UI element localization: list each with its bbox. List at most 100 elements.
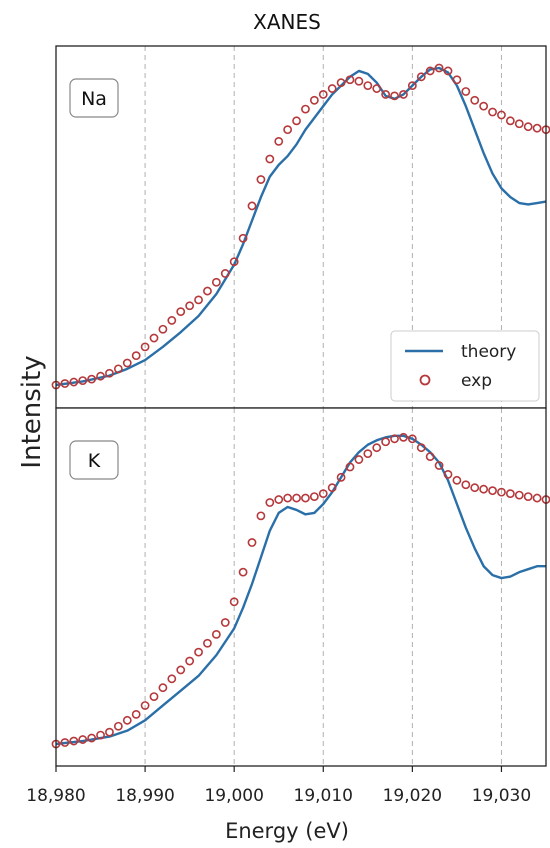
x-axis-label: Energy (eV): [225, 819, 349, 843]
exp-point: [327, 483, 337, 493]
exp-point: [452, 75, 462, 85]
exp-point: [470, 483, 480, 493]
exp-point: [309, 492, 319, 501]
exp-point: [523, 122, 533, 132]
exp-point: [122, 715, 132, 725]
exp-point: [301, 104, 310, 114]
exp-point: [78, 376, 88, 385]
exp-point: [372, 443, 382, 453]
exp-point: [292, 493, 301, 503]
exp-point: [265, 154, 275, 164]
panel-tag-label: K: [88, 450, 101, 472]
exp-point: [497, 487, 506, 497]
exp-point: [514, 119, 524, 129]
exp-point: [354, 76, 364, 86]
exp-point: [505, 489, 515, 499]
exp-point: [470, 95, 480, 105]
x-tick-label: 18,990: [115, 786, 174, 806]
exp-point: [336, 472, 346, 482]
x-axis-ticks: 18,980 18,990 19,000 19,010 19,020 19,030: [26, 766, 531, 806]
legend-theory-label: theory: [461, 342, 516, 362]
exp-point: [274, 136, 284, 146]
exp-point: [140, 701, 150, 710]
exp-point: [96, 371, 105, 381]
exp-point: [176, 665, 186, 675]
exp-point: [131, 351, 141, 361]
exp-point: [309, 95, 319, 105]
y-axis-label: Intensity: [17, 355, 47, 468]
exp-point: [363, 81, 373, 91]
plot-panels: Na K: [51, 45, 550, 767]
chart-title: XANES: [253, 10, 321, 34]
exp-point: [434, 461, 444, 470]
exp-point: [211, 277, 221, 287]
exp-point: [336, 78, 346, 88]
exp-point: [96, 730, 105, 740]
legend-exp-marker: [419, 374, 431, 386]
exp-point: [505, 116, 515, 126]
exp-point: [87, 374, 97, 384]
exp-point: [149, 692, 159, 701]
exp-point: [158, 324, 168, 334]
exp-point: [265, 498, 275, 507]
exp-point: [203, 286, 212, 296]
exp-point: [452, 475, 462, 485]
exp-point: [390, 91, 399, 101]
exp-point: [399, 432, 408, 442]
exp-point: [211, 629, 221, 639]
exp-point: [113, 364, 123, 374]
x-tick-label: 19,020: [383, 786, 442, 806]
exp-point: [461, 87, 471, 96]
panel-na: Na: [51, 45, 550, 409]
exp-point: [167, 674, 177, 684]
x-tick-label: 19,000: [204, 786, 263, 806]
exp-point: [105, 727, 114, 737]
exp-point: [461, 480, 471, 490]
exp-point: [220, 618, 230, 627]
exp-point: [140, 342, 150, 352]
exp-point: [69, 736, 79, 746]
exp-point: [354, 455, 364, 464]
exp-point: [514, 490, 524, 500]
exp-point: [425, 66, 435, 76]
exp-point: [247, 538, 257, 547]
exp-point: [497, 110, 506, 120]
exp-point: [247, 201, 257, 211]
exp-point: [416, 72, 426, 82]
exp-point: [60, 738, 70, 747]
legend-exp-label: exp: [461, 371, 492, 391]
exp-point: [345, 462, 355, 472]
legend: theory exp: [390, 330, 540, 402]
exp-point: [390, 434, 399, 444]
exp-point: [443, 66, 453, 76]
exp-point: [407, 434, 417, 444]
exp-point: [194, 647, 203, 657]
exp-point: [256, 175, 266, 184]
exp-point: [203, 638, 212, 648]
exp-point: [425, 452, 435, 461]
exp-point: [185, 301, 195, 311]
exp-point: [407, 81, 417, 91]
exp-point: [167, 316, 177, 325]
exp-point: [345, 75, 355, 85]
exp-point: [523, 492, 533, 501]
exp-point: [318, 489, 328, 499]
exp-point: [113, 721, 123, 731]
exp-point: [292, 116, 301, 126]
exp-point: [256, 511, 266, 521]
exp-point: [381, 437, 391, 447]
exp-point: [363, 449, 373, 459]
exp-point: [69, 377, 79, 387]
panel-tag-box: [69, 78, 119, 118]
exp-point: [434, 63, 444, 73]
exp-point: [532, 493, 542, 503]
x-tick-label: 18,980: [26, 786, 85, 806]
exp-point: [301, 493, 310, 503]
exp-point: [327, 84, 337, 93]
exp-point: [87, 733, 97, 743]
exp-point: [176, 307, 186, 317]
panel-background: [56, 408, 546, 766]
exp-point: [238, 233, 248, 243]
exp-point: [220, 269, 230, 278]
